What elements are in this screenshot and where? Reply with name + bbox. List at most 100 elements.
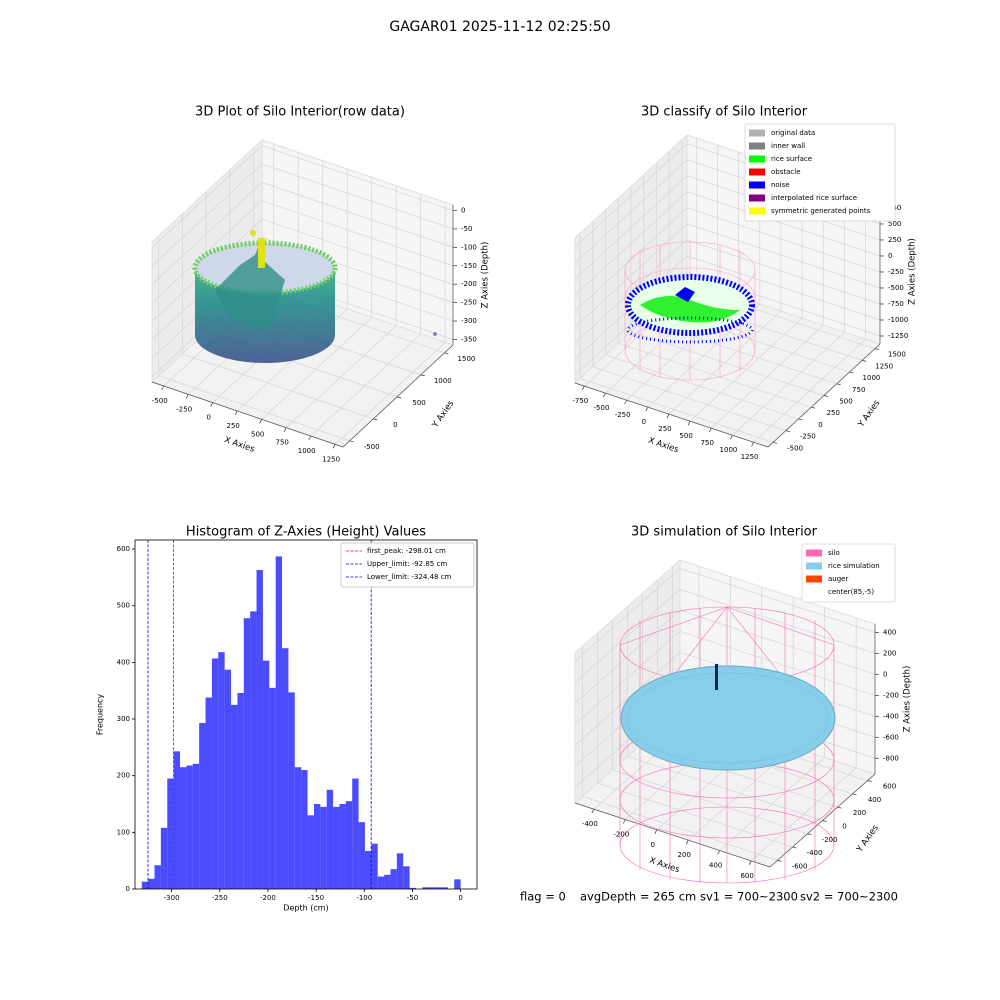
x-tick-label: -150 <box>308 894 324 902</box>
x-tick-label: 1250 <box>741 453 759 461</box>
bar <box>154 865 161 889</box>
bar <box>180 767 187 889</box>
tick-mark <box>308 435 311 441</box>
grid-line <box>592 366 786 431</box>
tick-mark <box>717 850 720 855</box>
grid-line <box>574 239 688 344</box>
grid-line <box>182 353 374 420</box>
grid-line <box>686 255 881 321</box>
legend-label: rice simulation <box>828 562 880 570</box>
tick-mark <box>807 833 812 836</box>
noise-blob <box>675 287 695 302</box>
cloud-point <box>250 230 256 236</box>
legend-swatch <box>749 194 765 202</box>
tick-mark <box>185 394 189 399</box>
x-tick-label: -250 <box>176 405 192 413</box>
bar <box>428 887 436 889</box>
tick-mark <box>685 840 689 845</box>
x-tick-label: 0 <box>642 418 646 426</box>
bar <box>192 763 200 889</box>
tick-mark <box>687 421 691 426</box>
axis-line <box>767 343 881 448</box>
axis-line <box>342 344 454 448</box>
x-tick-label: -400 <box>582 820 598 828</box>
grid-line <box>574 143 688 248</box>
chart-title: Histogram of Z-Axies (Height) Values <box>186 525 426 540</box>
x-tick-label: -500 <box>594 404 610 412</box>
tick-mark <box>836 383 841 386</box>
legend-label: silo <box>828 549 840 557</box>
bar <box>186 765 193 889</box>
z-tick-label: -500 <box>888 284 904 292</box>
y-tick-label: -600 <box>792 862 808 870</box>
legend-label: center(85,-5) <box>828 588 874 596</box>
bar <box>199 722 206 889</box>
tick-mark <box>751 442 754 447</box>
bar <box>282 648 289 889</box>
tick-mark <box>623 819 626 824</box>
y-axis-label: Y Axies <box>430 398 457 430</box>
point-clouds <box>192 230 836 884</box>
classified-cloud <box>624 241 756 381</box>
grid-line <box>261 317 372 420</box>
y-tick-label: 1500 <box>888 351 906 359</box>
tick-mark <box>396 396 402 399</box>
legend-label: original data <box>771 129 815 137</box>
z-tick-label: -200 <box>883 691 899 699</box>
bar <box>160 827 168 889</box>
legend-label: symmetric generated points <box>771 207 871 215</box>
z-tick-label: 500 <box>888 220 901 228</box>
grid-line <box>261 163 454 230</box>
legend-swatch <box>749 168 765 176</box>
bar <box>205 697 212 889</box>
bar <box>269 687 276 889</box>
bar <box>358 822 365 889</box>
grid-line <box>310 333 421 437</box>
bar <box>141 881 149 889</box>
z-tick-label: -1250 <box>888 332 908 340</box>
x-tick-label: 200 <box>678 851 691 859</box>
tick-mark <box>654 829 658 834</box>
status-text: avgDepth = 265 cm <box>580 890 696 904</box>
bar <box>371 843 378 889</box>
z-tick-label: -250 <box>461 299 477 307</box>
tick-mark <box>161 385 165 391</box>
y-axis-label: Y Axies <box>856 398 883 430</box>
y-tick-label: 600 <box>883 783 896 791</box>
y-tick-label: 1500 <box>458 355 476 363</box>
y-axis-label: Frequency <box>96 694 105 736</box>
tick-mark <box>603 392 606 398</box>
axis-line <box>574 802 771 868</box>
tick-mark <box>624 399 627 405</box>
bar <box>307 815 314 889</box>
tick-mark <box>259 419 263 424</box>
tick-mark <box>837 806 842 809</box>
tick-mark <box>862 360 867 362</box>
x-tick-label: -200 <box>260 894 276 902</box>
tick-mark <box>581 385 585 391</box>
x-tick-label: 750 <box>701 439 714 447</box>
chart-title: 3D classify of Silo Interior <box>641 105 808 120</box>
x-tick-label: -250 <box>212 894 228 902</box>
y-tick-label: 1000 <box>434 377 452 385</box>
tick-mark <box>666 414 670 419</box>
legend-swatch <box>806 575 822 583</box>
y-tick-label: -200 <box>822 836 838 844</box>
y-tick-label: 500 <box>839 398 852 406</box>
tick-mark <box>852 793 857 796</box>
cloud-point <box>433 332 437 336</box>
bar <box>243 618 251 889</box>
axis-line <box>151 381 344 448</box>
bar <box>218 652 225 889</box>
grid-line <box>261 218 454 285</box>
tick-mark <box>373 418 378 421</box>
y-tick-label: 100 <box>117 828 130 836</box>
y-tick-label: 0 <box>818 421 822 429</box>
x-tick-label: -750 <box>572 397 588 405</box>
legend-swatch <box>749 142 765 150</box>
z-tick-label: -1000 <box>888 316 908 324</box>
grid-line <box>679 589 876 654</box>
foreground: -500-250025050075010001250-5000500100015… <box>96 105 918 913</box>
grid-line <box>151 163 263 267</box>
grid-line <box>612 769 808 835</box>
